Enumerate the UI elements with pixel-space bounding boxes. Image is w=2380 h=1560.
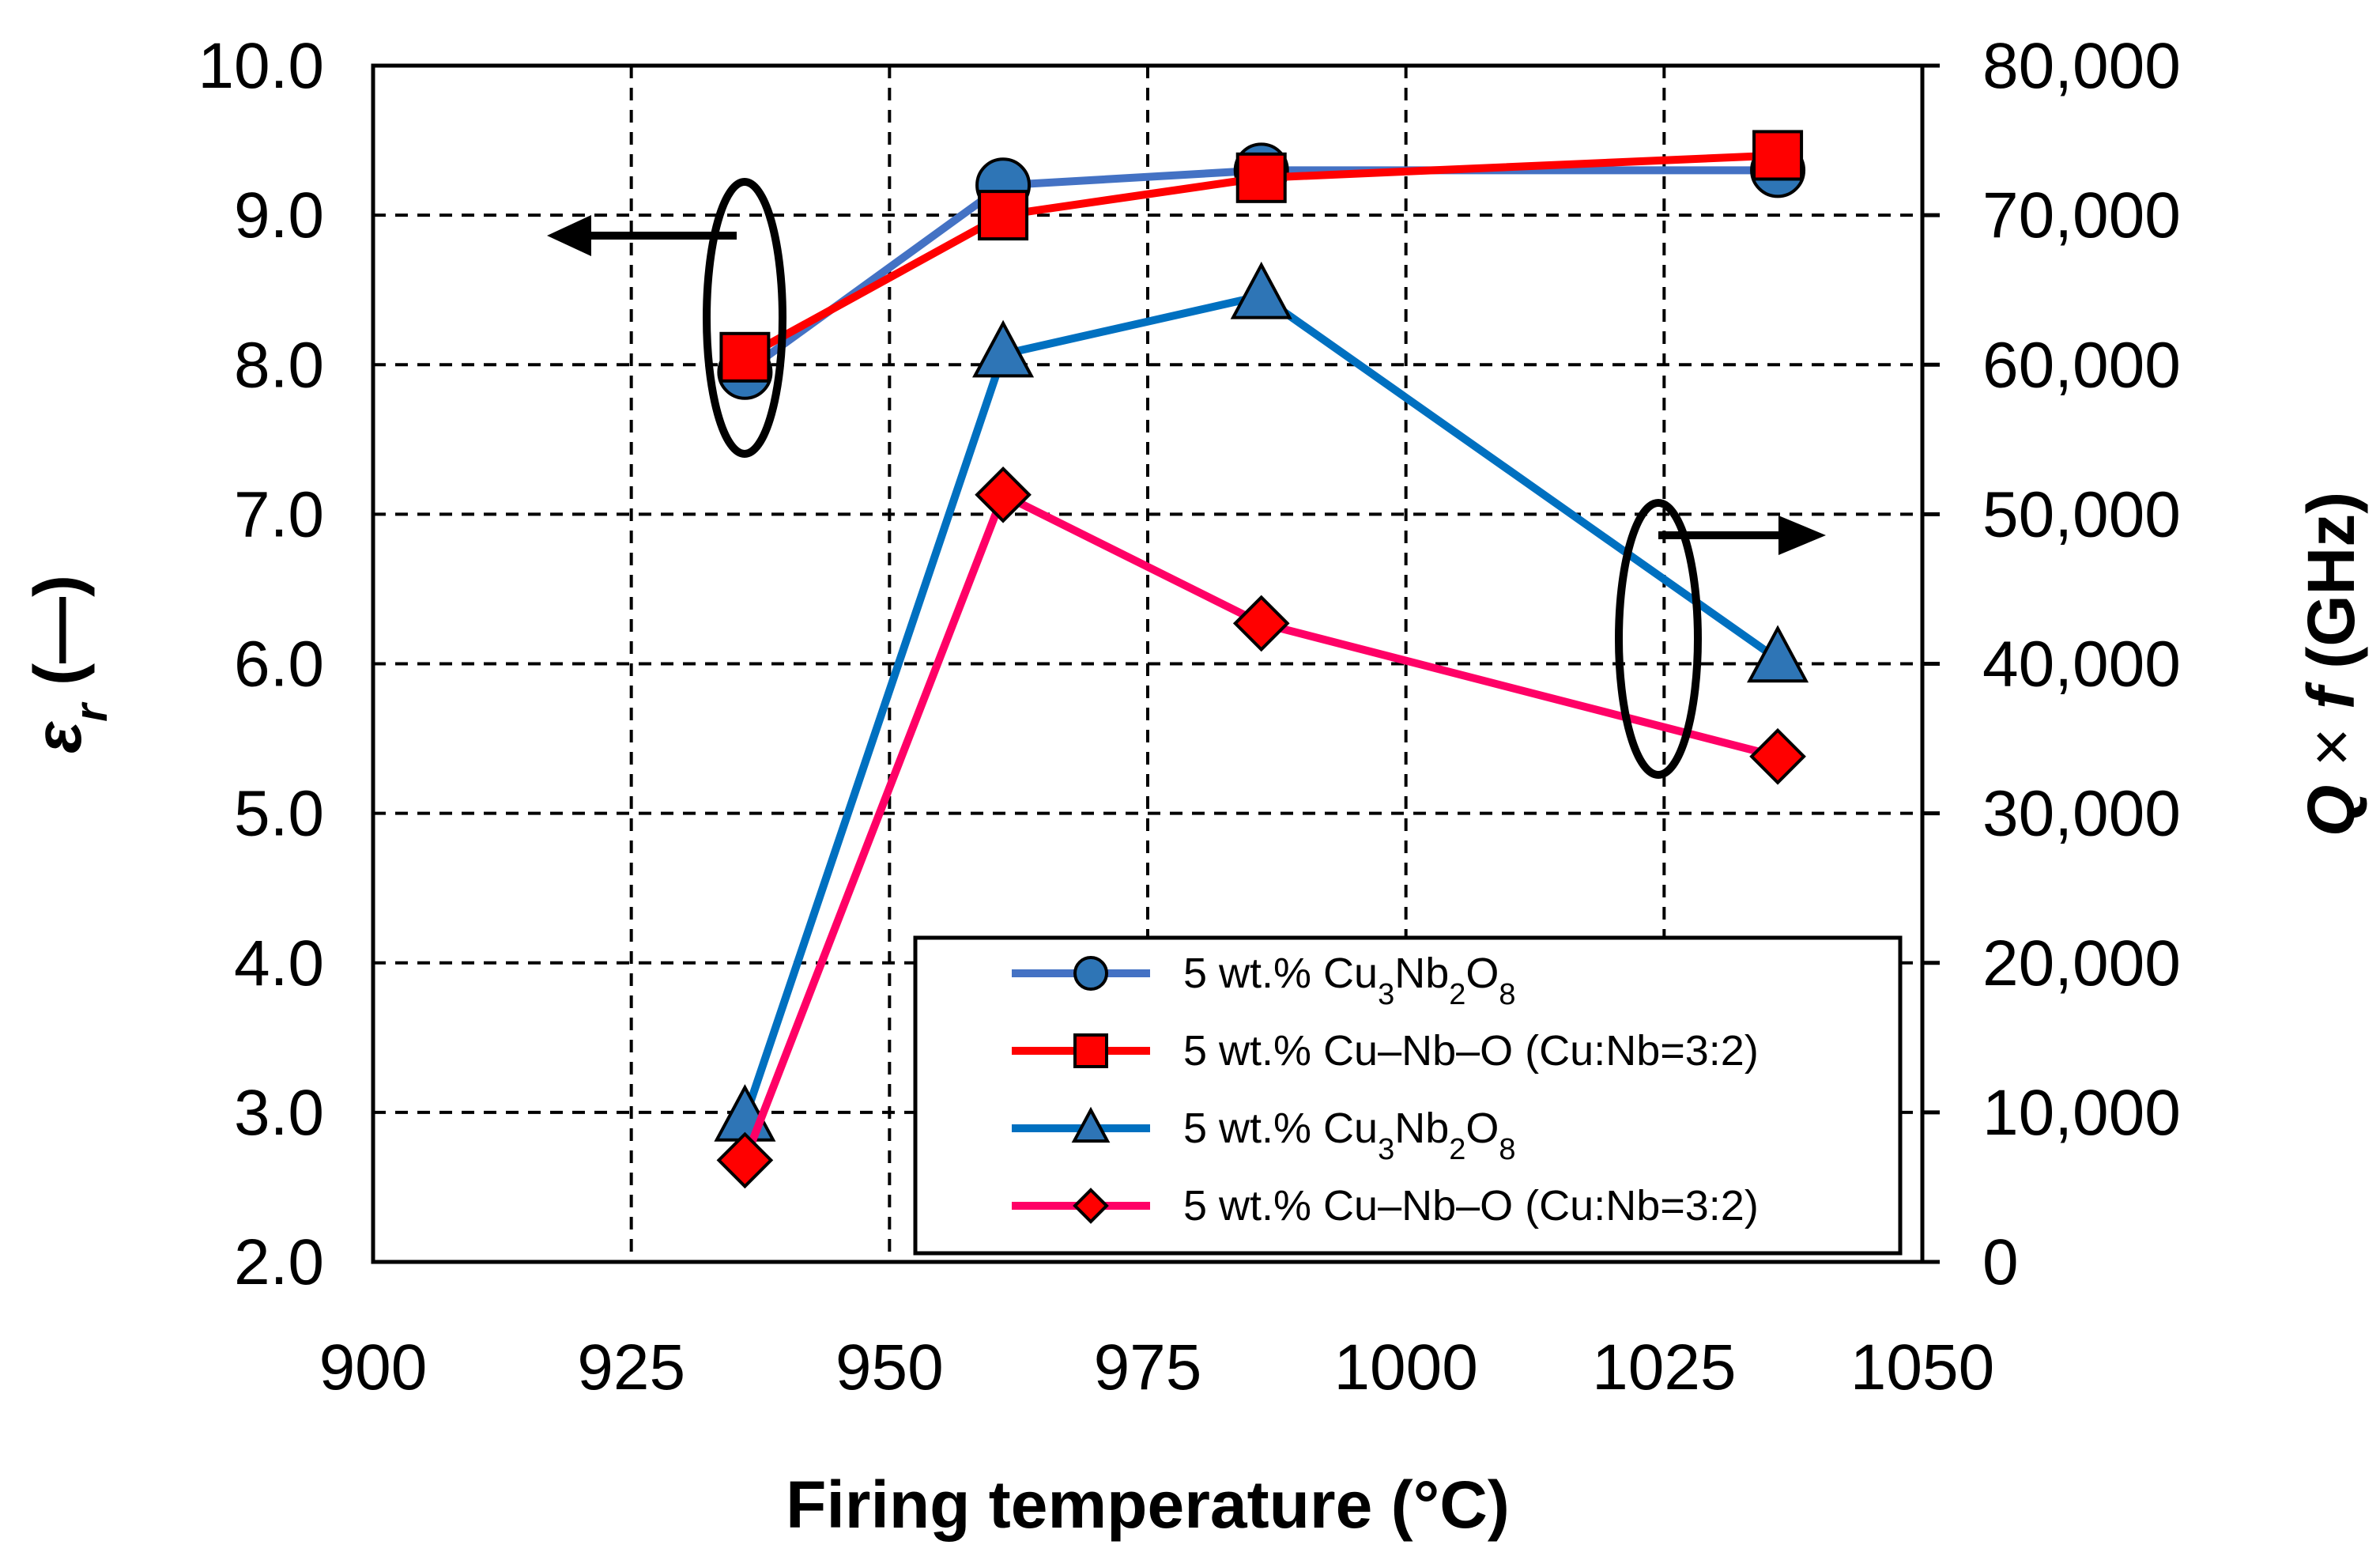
y-left-tick-label: 9.0	[234, 179, 324, 251]
series-line	[741, 292, 1780, 1120]
legend-entry: 5 wt.% Cu3Nb2O8	[1012, 1105, 1516, 1166]
y-right-tick-label: 50,000	[1982, 478, 2181, 550]
x-tick-label: 1050	[1850, 1331, 1994, 1403]
triangle-marker	[1071, 1106, 1111, 1143]
x-axis-title: Firing temperature (°C)	[786, 1467, 1510, 1542]
square-marker	[978, 190, 1029, 241]
y-left-tick-label: 7.0	[234, 478, 324, 550]
diamond-marker	[1749, 727, 1806, 785]
series-line	[741, 490, 1779, 1162]
y-right-tick-label: 30,000	[1982, 778, 2181, 850]
axis-ticks: 900 925 950 975 1000 1025 1050 2.0 0 3.0 10,000 4.0…	[198, 30, 2180, 1403]
y-right-tick-label: 80,000	[1982, 30, 2181, 102]
x-tick-label: 950	[835, 1331, 944, 1403]
triangle-marker	[1230, 261, 1292, 319]
y-right-axis-title: Q × f (GHz)	[2294, 492, 2368, 837]
diamond-marker	[1073, 1188, 1109, 1224]
x-tick-label: 1000	[1333, 1331, 1477, 1403]
series-2	[719, 130, 1804, 383]
legend-entry: 5 wt.% Cu–Nb–O (Cu:Nb=3:2)	[1012, 1027, 1759, 1075]
diamond-marker	[975, 466, 1032, 523]
y-right-tick-label: 20,000	[1982, 927, 2181, 999]
y-left-tick-label: 8.0	[234, 329, 324, 401]
y-right-tick-label: 0	[1982, 1226, 2019, 1298]
y-left-tick-label: 4.0	[234, 927, 324, 999]
diamond-marker	[1232, 595, 1290, 652]
axis-titles: Firing temperature (°C) εr (—) Q × f (GHz)	[21, 492, 2368, 1542]
series-line	[742, 151, 1778, 361]
legend-entry: 5 wt.% Cu–Nb–O (Cu:Nb=3:2)	[1012, 1182, 1759, 1229]
legend-label: 5 wt.% Cu3Nb2O8	[1183, 950, 1516, 1011]
right-arrow-head	[1778, 516, 1826, 555]
y-right-tick-label: 40,000	[1982, 629, 2181, 701]
square-marker	[719, 331, 771, 383]
square-marker	[1235, 152, 1287, 203]
annotations	[547, 178, 1826, 779]
y-left-tick-label: 6.0	[234, 629, 324, 701]
right-series-oval	[1615, 499, 1702, 779]
y-right-tick-label: 60,000	[1982, 329, 2181, 401]
y-right-tick-label: 70,000	[1982, 179, 2181, 251]
left-series-oval	[703, 178, 786, 458]
square-marker	[1752, 130, 1804, 181]
y-left-axis-title: εr (—)	[21, 575, 117, 754]
triangle-marker	[1747, 625, 1809, 683]
left-arrow-head	[547, 215, 591, 256]
triangle-marker	[972, 319, 1035, 378]
x-tick-label: 925	[577, 1331, 685, 1403]
series-4	[716, 466, 1806, 1189]
circle-marker	[1073, 956, 1108, 991]
x-tick-label: 900	[319, 1331, 428, 1403]
series-3	[714, 261, 1809, 1142]
legend: 5 wt.% Cu3Nb2O8 5 wt.% Cu–Nb–O (Cu:Nb=3:2…	[913, 935, 1903, 1256]
y-right-tick-label: 10,000	[1982, 1077, 2181, 1149]
y-left-tick-label: 2.0	[234, 1226, 324, 1298]
x-tick-label: 975	[1094, 1331, 1202, 1403]
diamond-marker	[716, 1131, 774, 1189]
y-left-tick-label: 3.0	[234, 1077, 324, 1149]
series-group	[714, 130, 1809, 1189]
legend-label: 5 wt.% Cu–Nb–O (Cu:Nb=3:2)	[1183, 1027, 1759, 1075]
legend-label: 5 wt.% Cu–Nb–O (Cu:Nb=3:2)	[1183, 1182, 1759, 1229]
y-left-tick-label: 10.0	[198, 30, 324, 102]
legend-label: 5 wt.% Cu3Nb2O8	[1183, 1105, 1516, 1166]
x-tick-label: 1025	[1592, 1331, 1736, 1403]
legend-entry: 5 wt.% Cu3Nb2O8	[1012, 950, 1516, 1011]
y-left-tick-label: 5.0	[234, 778, 324, 850]
square-marker	[1073, 1033, 1108, 1068]
